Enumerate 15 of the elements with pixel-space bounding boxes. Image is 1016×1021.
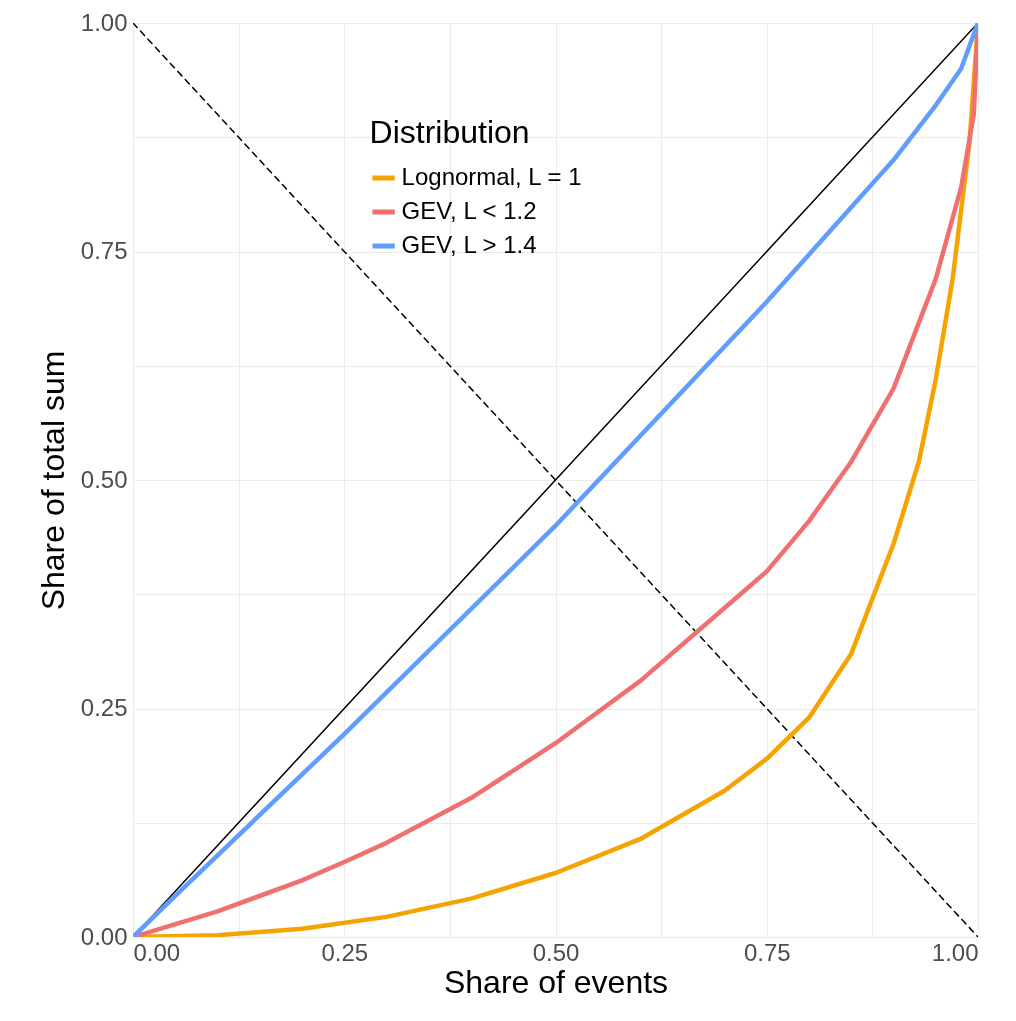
legend-label: Lognormal, L = 1: [401, 163, 582, 190]
y-tick-label: 1.00: [80, 8, 128, 36]
y-tick-label: 0.75: [80, 237, 128, 264]
legend-label: GEV, L > 1.4: [401, 231, 537, 258]
y-axis-title: Share of total sum: [34, 350, 71, 611]
legend-label: GEV, L < 1.2: [401, 197, 537, 224]
x-tick-label: 0.25: [321, 938, 369, 966]
y-tick-label: 0.25: [80, 694, 128, 721]
legend-title: Distribution: [369, 114, 530, 150]
y-tick-label: 0.50: [80, 465, 128, 493]
x-tick-label: 0.00: [133, 938, 181, 966]
x-tick-label: 1.00: [931, 938, 979, 966]
x-tick-label: 0.50: [532, 938, 580, 966]
x-tick-label: 0.75: [743, 938, 791, 966]
x-axis-title: Share of events: [443, 963, 669, 1000]
